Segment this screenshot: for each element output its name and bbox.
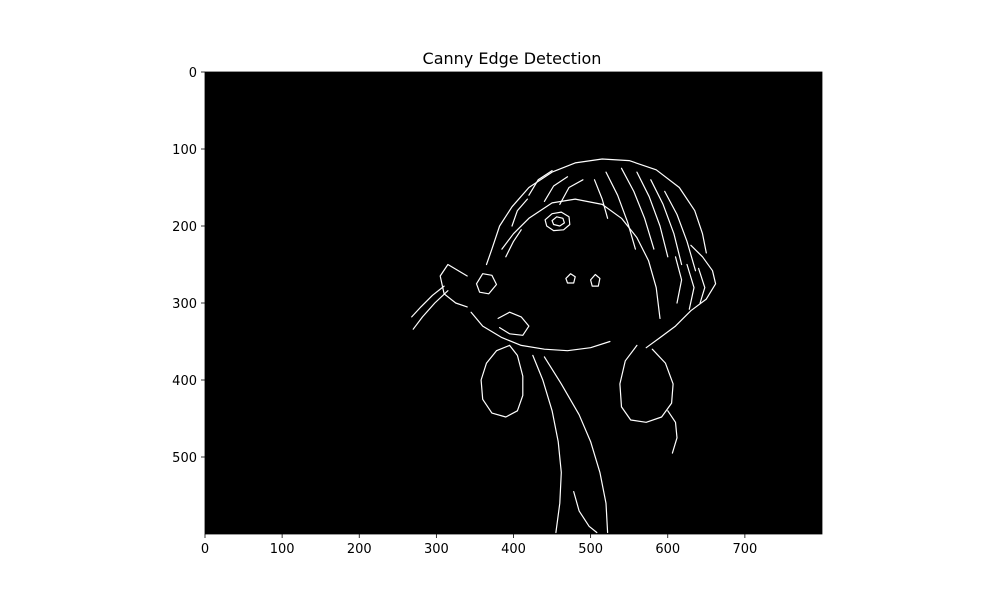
edge-ear-left	[480, 344, 524, 418]
edge-throat-left	[532, 354, 562, 534]
edge-fur-13	[593, 179, 609, 219]
y-tick-label: 200	[172, 220, 197, 235]
edge-fur-5	[664, 190, 697, 272]
edge-whisker-2	[412, 290, 449, 330]
edge-map-layer	[411, 158, 717, 534]
edge-ear-flap-right	[645, 244, 717, 349]
edge-muzzle	[439, 263, 468, 308]
edge-jaw-lower	[470, 311, 611, 352]
x-axis: 0 100 200 300 400 500 600 700	[201, 534, 757, 557]
edge-fur-10	[543, 176, 569, 202]
y-tick-label: 400	[172, 374, 197, 389]
edge-forehead-ridge	[501, 198, 661, 319]
y-tick-label: 0	[189, 66, 197, 81]
edge-fur-9	[528, 170, 553, 196]
edge-fur-14	[505, 229, 522, 258]
edge-ear-right-tip	[667, 410, 678, 454]
edge-fur-1	[605, 171, 637, 250]
edge-head-outline	[485, 158, 707, 266]
edge-cheek-spot-2	[589, 273, 601, 287]
y-tick-label: 500	[172, 451, 197, 466]
x-tick-label: 500	[578, 542, 603, 557]
edge-fur-3	[636, 171, 669, 258]
edge-neck-detail	[573, 491, 598, 534]
edge-whisker-1	[411, 285, 445, 318]
x-tick-label: 100	[270, 542, 295, 557]
x-tick-label: 400	[501, 542, 526, 557]
edge-ear-right	[619, 344, 674, 423]
x-tick-label: 600	[655, 542, 680, 557]
edge-fur-8	[697, 267, 706, 304]
x-tick-label: 700	[732, 542, 757, 557]
edge-fur-4	[650, 179, 683, 266]
edge-throat-right	[543, 356, 609, 534]
edge-collar-patch	[497, 311, 530, 336]
chart-title: Canny Edge Detection	[423, 49, 602, 68]
edge-fur-7	[686, 263, 695, 310]
edge-fur-11	[559, 179, 584, 205]
edge-fur-6	[674, 256, 683, 304]
y-tick-label: 300	[172, 297, 197, 312]
edge-fur-12	[511, 198, 529, 227]
edge-fur-2	[620, 167, 655, 250]
y-tick-label: 100	[172, 143, 197, 158]
image-plot-area	[205, 72, 822, 534]
edge-eye-outer	[544, 211, 571, 232]
edge-cheek-spot-1	[565, 273, 576, 284]
x-tick-label: 300	[424, 542, 449, 557]
edge-eye-inner	[551, 216, 566, 227]
x-tick-label: 0	[201, 542, 209, 557]
y-axis: 0 100 200 300 400 500	[172, 66, 205, 466]
x-tick-label: 200	[347, 542, 372, 557]
edge-snout-spot	[475, 273, 498, 295]
